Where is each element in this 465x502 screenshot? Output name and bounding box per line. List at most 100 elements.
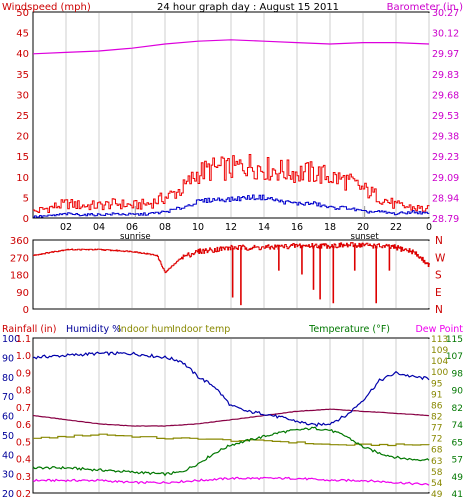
indoor-ytick-label: 63: [431, 457, 442, 467]
indoor-temp-axis-title: Indoor temp: [172, 324, 230, 335]
humidity-ytick-label: 50: [2, 431, 14, 442]
barometer-ytick-label: 29.53: [432, 111, 459, 122]
wind-xtick-label: 12: [225, 222, 237, 233]
temperature-ytick-label: 74: [452, 421, 464, 431]
indoor-ytick-label: 58: [431, 468, 443, 478]
wind-axis-title: Windspeed (mph): [2, 2, 91, 13]
wind-xtick-label: 18: [324, 222, 336, 233]
barometer-axis-title: Barometer (in.): [387, 2, 463, 13]
rain-ytick-label: 0.4: [16, 455, 31, 466]
barometer-ytick-label: 29.68: [432, 90, 459, 101]
wind-xtick-label: 16: [291, 222, 303, 233]
wind-xtick-label: 08: [159, 222, 171, 233]
wind-ytick-label: 45: [16, 29, 29, 40]
rain-ytick-label: 0.2: [16, 489, 31, 500]
indoor-ytick-label: 109: [431, 346, 448, 356]
wind-ytick-label: 10: [16, 173, 29, 184]
sunrise-label: sunrise: [120, 232, 151, 242]
direction-ytick-label: 360: [10, 236, 29, 247]
humidity-ytick-label: 100: [2, 334, 20, 345]
wind-speed-line: [33, 194, 430, 218]
compass-label: E: [435, 287, 442, 299]
indoor-temp-line: [32, 408, 430, 427]
chart-title: 24 hour graph day : August 15 2011: [157, 2, 339, 13]
indoor-ytick-label: 104: [431, 357, 448, 367]
dewpoint-line: [32, 476, 430, 486]
barometer-ytick-label: 29.38: [432, 132, 459, 143]
barometer-ytick-label: 30.27: [432, 8, 459, 19]
indoor-ytick-label: 86: [431, 401, 443, 411]
humidity-ytick-label: 30: [2, 470, 14, 481]
wind-xtick-label: 0: [426, 222, 432, 233]
indoor-ytick-label: 77: [431, 424, 442, 434]
indoor-ytick-label: 72: [431, 435, 442, 445]
indoor-ytick-label: 95: [431, 379, 442, 389]
barometer-ytick-label: 28.94: [432, 193, 459, 204]
indoor-ytick-label: 100: [431, 368, 448, 378]
barometer-ytick-label: 29.09: [432, 173, 459, 184]
indoor-ytick-label: 91: [431, 390, 442, 400]
rain-ytick-label: 0.7: [16, 403, 31, 414]
humidity-ytick-label: 60: [2, 412, 14, 423]
wind-gust-line: [33, 154, 430, 213]
wind-ytick-label: 15: [16, 152, 29, 163]
wind-ytick-label: 35: [16, 70, 29, 81]
temperature-line: [32, 426, 430, 477]
temperature-axis-title: Temperature (°F): [308, 324, 390, 335]
humidity-axis-title: Humidity %: [66, 324, 121, 335]
indoor-ytick-label: 82: [431, 413, 442, 423]
compass-label: W: [435, 252, 446, 264]
indoor-ytick-label: 68: [431, 446, 443, 456]
indoor-hum-axis-title: Indoor hum: [118, 324, 173, 335]
humidity-ytick-label: 40: [2, 450, 14, 461]
temperature-ytick-label: 41: [452, 490, 463, 500]
wind-xtick-label: 20: [357, 222, 369, 233]
indoor-ytick-label: 54: [431, 479, 443, 489]
temperature-ytick-label: 49: [452, 473, 464, 483]
barometer-line: [32, 39, 430, 55]
humidity-ytick-label: 80: [2, 373, 14, 384]
wind-ytick-label: 0: [23, 214, 29, 225]
temperature-ytick-label: 107: [446, 352, 463, 362]
wind-ytick-label: 30: [16, 90, 29, 101]
indoor-humidity-line: [33, 433, 430, 447]
barometer-ytick-label: 29.23: [432, 152, 459, 163]
wind-xtick-label: 06: [126, 222, 138, 233]
temperature-ytick-label: 90: [452, 387, 464, 397]
humidity-ytick-label: 20: [2, 489, 14, 500]
direction-ytick-label: 0: [23, 305, 29, 316]
direction-ytick-label: 270: [10, 253, 29, 264]
rain-ytick-label: 0.8: [16, 386, 31, 397]
temperature-ytick-label: 115: [446, 335, 463, 345]
barometer-ytick-label: 28.79: [432, 214, 459, 225]
rain-ytick-label: 0.6: [16, 420, 31, 431]
wind-ytick-label: 50: [16, 8, 29, 19]
humidity-ytick-label: 70: [2, 392, 14, 403]
wind-xtick-label: 14: [258, 222, 270, 233]
wind-ytick-label: 5: [23, 193, 29, 204]
dewpoint-axis-title: Dew Point: [415, 324, 463, 335]
wind-xtick-label: 04: [93, 222, 105, 233]
rainfall-axis-title: Rainfall (in): [2, 324, 56, 335]
direction-ytick-label: 180: [10, 271, 29, 282]
temperature-ytick-label: 98: [452, 369, 464, 379]
barometer-ytick-label: 30.12: [432, 29, 459, 40]
indoor-ytick-label: 113: [431, 335, 448, 345]
temperature-ytick-label: 65: [452, 438, 463, 448]
humidity-ytick-label: 90: [2, 353, 14, 364]
wind-xtick-label: 22: [390, 222, 402, 233]
barometer-ytick-label: 29.97: [432, 49, 459, 60]
rain-ytick-label: 1.1: [16, 334, 31, 345]
indoor-ytick-label: 49: [431, 490, 443, 500]
wind-direction-line: [33, 242, 430, 274]
wind-ytick-label: 20: [16, 132, 29, 143]
temperature-ytick-label: 82: [452, 404, 463, 414]
temperature-ytick-label: 57: [452, 456, 463, 466]
sunset-label: sunset: [351, 232, 380, 242]
direction-ytick-label: 90: [16, 288, 29, 299]
rain-ytick-label: 0.5: [16, 437, 31, 448]
barometer-ytick-label: 29.83: [432, 70, 459, 81]
compass-label: S: [435, 270, 442, 282]
